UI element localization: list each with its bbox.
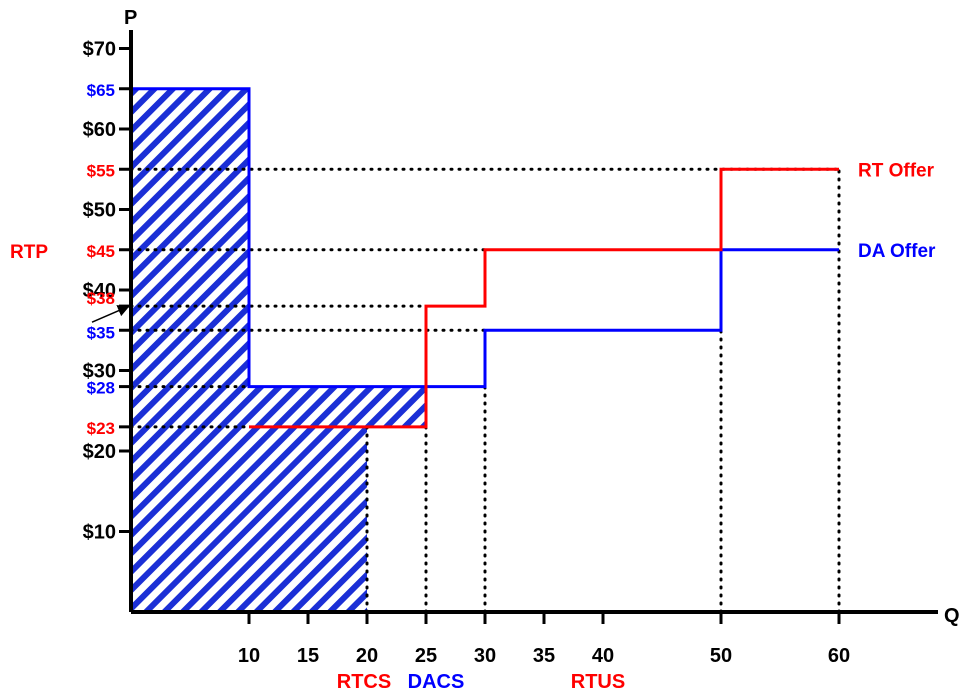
price-label-28: $28 xyxy=(87,379,115,398)
x-tick-label-30: 30 xyxy=(474,645,496,667)
hatched-region-2 xyxy=(249,426,367,612)
x-tick-label-40: 40 xyxy=(592,645,614,667)
annotation-dacs: DACS xyxy=(408,671,465,692)
legend-da-offer: DA Offer xyxy=(858,241,936,262)
y-tick-label-10: $10 xyxy=(83,522,116,544)
dotted-guides xyxy=(129,167,841,614)
x-tick-label-35: 35 xyxy=(533,645,555,667)
y-tick-label-20: $20 xyxy=(83,441,116,463)
annotation-rtcs: RTCS xyxy=(337,671,391,692)
rt-offer-line xyxy=(249,167,839,429)
annotation-rtus: RTUS xyxy=(571,671,625,692)
price-label-65: $65 xyxy=(87,81,115,100)
x-tick-label-25: 25 xyxy=(415,645,437,667)
y-tick-label-50: $50 xyxy=(83,200,116,222)
y-tick-label-60: $60 xyxy=(83,119,116,141)
da-offer-line xyxy=(131,87,839,389)
price-label-23: $23 xyxy=(87,419,115,438)
rtp-arrow xyxy=(91,305,130,323)
y-tick-label-70: $70 xyxy=(83,39,116,61)
x-tick-label-20: 20 xyxy=(356,645,378,667)
x-tick-label-60: 60 xyxy=(828,645,850,667)
y-axis-label: P xyxy=(124,7,137,29)
x-axis-label: Q xyxy=(944,605,960,627)
annotation-rtp: RTP xyxy=(10,242,48,263)
price-label-35: $35 xyxy=(87,323,115,342)
hatched-region-1 xyxy=(131,88,249,612)
y-tick-label-30: $30 xyxy=(83,361,116,383)
labels: $65 $55 $45 $38 $35 $28 $23 RTP RTCS DACS RTUS RT O… xyxy=(10,81,936,692)
x-tick-label-50: 50 xyxy=(710,645,732,667)
price-label-45: $45 xyxy=(87,242,115,261)
x-tick-label-15: 15 xyxy=(297,645,319,667)
hatched-region-3 xyxy=(249,386,426,427)
legend-rt-offer: RT Offer xyxy=(858,160,935,181)
axes: P Q $10 $20 $30 $40 $50 $60 $70 10 15 20 25 30 35 40 50 6… xyxy=(83,7,960,667)
hatched-regions xyxy=(131,88,426,612)
price-label-55: $55 xyxy=(87,161,115,180)
y-tick-label-40: $40 xyxy=(83,280,116,302)
price-label-38: $38 xyxy=(87,289,115,308)
x-tick-label-10: 10 xyxy=(238,645,260,667)
